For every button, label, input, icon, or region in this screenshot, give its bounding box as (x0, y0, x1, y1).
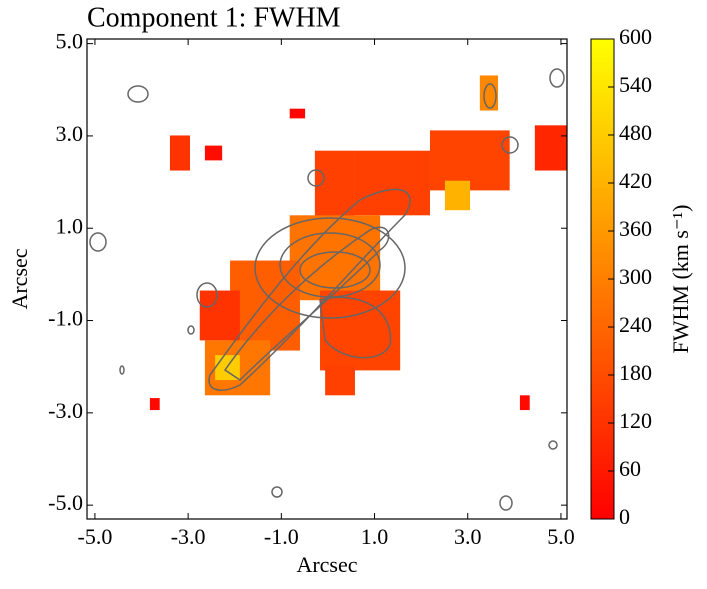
map-patch (325, 365, 355, 396)
y-tick-label: -5.0 (48, 490, 83, 515)
colorbar-tick-label: 480 (619, 120, 652, 145)
colorbar-label: FWHM (km s⁻¹) (668, 205, 693, 354)
map-patch (320, 290, 401, 371)
contour (208, 188, 411, 391)
x-tick-label: 5.0 (547, 524, 575, 549)
map-patch (429, 130, 510, 191)
colorbar-tick-label: 240 (619, 312, 652, 337)
plot-frame (86, 38, 568, 520)
map-patch (204, 145, 223, 161)
y-tick-label: 5.0 (56, 29, 84, 54)
map-patch (289, 108, 306, 119)
colorbar-tick-label: 60 (619, 456, 641, 481)
x-tick-label: 3.0 (454, 524, 482, 549)
contour (319, 296, 392, 359)
contour (254, 217, 406, 319)
y-tick-label: -1.0 (48, 306, 83, 331)
y-tick-label: 1.0 (56, 213, 84, 238)
map-patch (534, 125, 567, 171)
contour (548, 440, 558, 450)
colorbar-tick-label: 180 (619, 360, 652, 385)
map-layer (149, 75, 567, 411)
y-tick-label: 3.0 (56, 121, 84, 146)
contour (271, 486, 283, 498)
contour (196, 282, 218, 308)
contour (127, 85, 149, 103)
map-patch (199, 290, 240, 341)
colorbar-tick-label: 420 (619, 168, 652, 193)
colorbar-tick-label: 360 (619, 216, 652, 241)
colorbar-tick-label: 600 (619, 24, 652, 49)
contour (483, 83, 497, 109)
colorbar-tick-label: 300 (619, 264, 652, 289)
x-tick-label: -3.0 (171, 524, 206, 549)
chart-title: Component 1: FWHM (87, 2, 341, 33)
contour (549, 68, 565, 88)
colorbar-tick-label: 0 (619, 504, 630, 529)
x-axis-label: Arcsec (296, 552, 357, 577)
contour (307, 169, 325, 187)
map-patch (169, 135, 190, 171)
x-tick-label: 1.0 (361, 524, 389, 549)
x-tick-label: -5.0 (78, 524, 113, 549)
map-patch (354, 150, 430, 216)
colorbar-tick-label: 540 (619, 72, 652, 97)
colorbar-tick-label: 120 (619, 408, 652, 433)
contour (89, 232, 107, 252)
contours (89, 68, 565, 511)
x-tick-label: -1.0 (264, 524, 299, 549)
map-patch (149, 398, 160, 411)
contour (223, 226, 390, 381)
contour (119, 365, 125, 375)
contour (187, 325, 195, 335)
contour (501, 136, 519, 154)
map-patch (519, 395, 530, 411)
y-tick-label: -3.0 (48, 398, 83, 423)
map-patch (444, 180, 471, 211)
y-axis-label: Arcsec (7, 248, 32, 309)
contour (499, 495, 513, 511)
